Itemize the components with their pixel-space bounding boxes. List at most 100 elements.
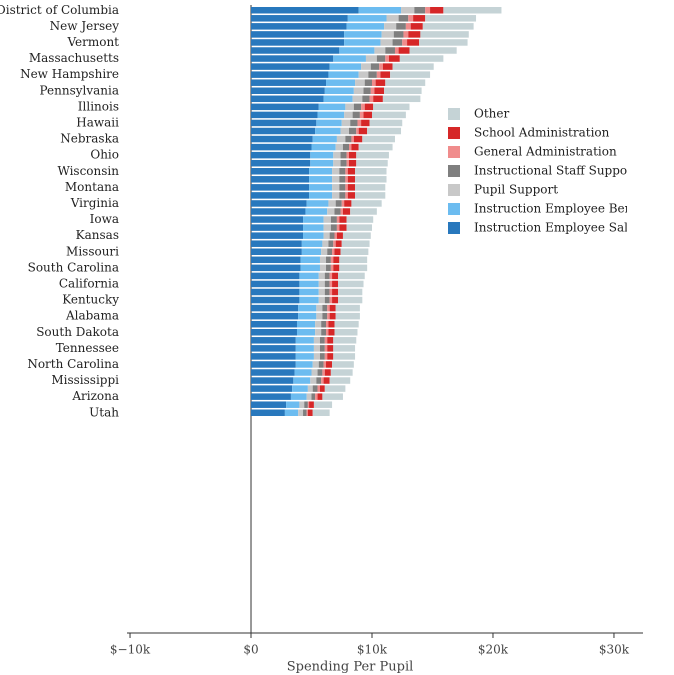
bar-segment bbox=[251, 31, 345, 38]
bar-segment bbox=[345, 135, 352, 143]
bar-segment bbox=[251, 320, 297, 328]
bar-segment bbox=[344, 31, 382, 38]
bar-segment bbox=[373, 103, 410, 111]
y-tick-label: Mississippi bbox=[51, 373, 119, 387]
bar-segment bbox=[392, 63, 434, 70]
bar-segment bbox=[333, 151, 341, 159]
bar-segment bbox=[393, 31, 404, 38]
bar-segment bbox=[324, 345, 328, 352]
bar-segment bbox=[332, 184, 340, 191]
bar-segment bbox=[322, 304, 328, 312]
bar-segment bbox=[327, 353, 334, 360]
legend-label: Instruction Employee Salaries bbox=[474, 221, 658, 235]
bar-segment bbox=[403, 31, 409, 38]
bar-segment bbox=[363, 111, 372, 119]
bar-segment bbox=[310, 159, 334, 167]
bar-segment bbox=[443, 7, 502, 14]
bar-segment bbox=[408, 15, 414, 22]
bar-segment bbox=[330, 369, 353, 376]
bar-segment bbox=[323, 216, 331, 223]
bar-segment bbox=[251, 345, 296, 352]
bar-segment bbox=[394, 47, 399, 54]
bar-segment bbox=[347, 15, 387, 22]
bar-segment bbox=[251, 192, 310, 199]
y-tick-label: Nebraska bbox=[60, 132, 119, 146]
bar-segment bbox=[327, 345, 334, 352]
bar-segment bbox=[251, 71, 329, 78]
bar-segment bbox=[319, 337, 325, 344]
bar-segment bbox=[324, 272, 330, 280]
bar-segment bbox=[318, 296, 325, 304]
bar-segment bbox=[408, 31, 421, 38]
legend-swatch bbox=[448, 184, 460, 196]
bar-segment bbox=[326, 361, 333, 368]
bar-segment bbox=[332, 361, 354, 368]
bar-segment bbox=[345, 103, 354, 111]
bar-segment bbox=[251, 240, 302, 247]
bar-segment bbox=[330, 264, 334, 272]
bar-segment bbox=[309, 176, 333, 183]
bar-segment bbox=[347, 192, 356, 199]
legend-swatch bbox=[448, 127, 460, 139]
bar-segment bbox=[315, 329, 322, 336]
bar-segment bbox=[370, 87, 375, 94]
bar-segment bbox=[335, 304, 360, 312]
bar-segment bbox=[355, 184, 386, 191]
bar-segment bbox=[251, 127, 316, 135]
bar-segment bbox=[251, 23, 347, 30]
bar-segment bbox=[356, 159, 388, 167]
bar-segment bbox=[309, 184, 333, 191]
bar-segment bbox=[299, 272, 319, 280]
bar-segment bbox=[355, 192, 386, 199]
bar-segment bbox=[316, 304, 323, 312]
bar-segment bbox=[306, 393, 312, 400]
bar-segment bbox=[251, 55, 334, 62]
y-tick-label: South Dakota bbox=[36, 325, 119, 339]
y-tick-label: Missouri bbox=[66, 244, 119, 258]
bar-segment bbox=[323, 377, 330, 384]
bar-segment bbox=[332, 280, 339, 288]
bar-segment bbox=[284, 409, 299, 416]
bar-segment bbox=[368, 71, 377, 78]
bar-segment bbox=[346, 216, 374, 223]
bar-segment bbox=[327, 208, 335, 215]
bar-segment bbox=[344, 39, 381, 46]
bar-segment bbox=[307, 409, 313, 416]
bar-segment bbox=[298, 312, 317, 320]
bar-segment bbox=[374, 47, 386, 54]
bar-segment bbox=[251, 168, 310, 175]
bar-segment bbox=[364, 79, 372, 86]
bar-segment bbox=[318, 288, 325, 296]
bar-segment bbox=[334, 329, 358, 336]
bar-segment bbox=[335, 200, 342, 207]
bar-segment bbox=[334, 320, 359, 328]
bar-segment bbox=[323, 232, 330, 239]
bar-segment bbox=[369, 95, 374, 103]
bar-segment bbox=[350, 119, 358, 127]
bar-segment bbox=[361, 63, 371, 70]
bar-segment bbox=[303, 224, 324, 231]
bar-segment bbox=[341, 240, 370, 247]
bar-segment bbox=[301, 240, 323, 247]
bar-segment bbox=[379, 63, 383, 70]
bar-segment bbox=[385, 79, 426, 86]
bar-segment bbox=[390, 71, 431, 78]
bar-segment bbox=[251, 280, 300, 288]
bar-segment bbox=[305, 208, 328, 215]
bar-segment bbox=[318, 272, 325, 280]
bar-segment bbox=[251, 200, 307, 207]
bar-segment bbox=[295, 345, 314, 352]
bar-segment bbox=[304, 401, 308, 408]
bar-segment bbox=[251, 377, 294, 384]
bar-segment bbox=[322, 393, 343, 400]
bar-segment bbox=[361, 119, 370, 127]
bar-segment bbox=[346, 151, 350, 159]
bar-segment bbox=[251, 176, 310, 183]
bar-segment bbox=[251, 288, 300, 296]
bar-segment bbox=[307, 401, 310, 408]
bar-segment bbox=[380, 39, 393, 46]
y-tick-label: Wisconsin bbox=[57, 164, 119, 178]
bar-segment bbox=[251, 208, 306, 215]
bar-segment bbox=[324, 280, 330, 288]
